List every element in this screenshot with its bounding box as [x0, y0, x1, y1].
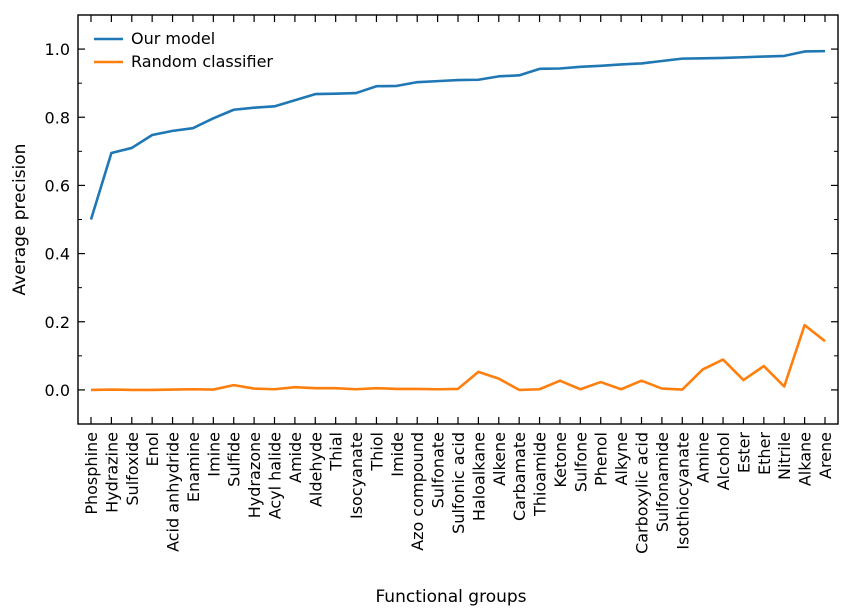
y-tick-label: 0.4: [45, 245, 70, 264]
x-axis-label: Functional groups: [375, 587, 526, 607]
x-tick-label: Phenol: [592, 432, 611, 486]
x-tick-label: Amide: [286, 432, 305, 483]
x-tick-label: Sulfoxide: [123, 432, 142, 506]
plot-frame: [77, 14, 839, 425]
x-tick-label: Sulfonic acid: [449, 432, 468, 534]
series-line-0: [89, 49, 826, 220]
x-tick-label: Hydrazone: [245, 432, 264, 518]
x-tick-label: Thial: [327, 432, 346, 472]
x-tick-label: Sulfonamide: [653, 432, 672, 532]
x-tick-label: Isocyanate: [347, 432, 366, 519]
x-tick-label: Alcohol: [714, 432, 733, 490]
x-tick-label: Enamine: [184, 432, 203, 502]
series-line-1: [90, 323, 826, 392]
x-tick-label: Phosphine: [82, 432, 101, 515]
x-tick-label: Alkyne: [612, 432, 631, 486]
y-tick-label: 0.0: [45, 381, 70, 400]
x-tick-label: Arene: [816, 432, 835, 479]
y-axis-label: Average precision: [10, 144, 30, 296]
x-tick-label: Sulfide: [225, 432, 244, 487]
legend: Our model Random classifier: [94, 29, 273, 71]
x-tick-label: Ketone: [551, 432, 570, 488]
x-tick-label: Haloalkane: [469, 432, 488, 521]
x-tick-label: Alkane: [796, 432, 815, 486]
y-tick-label: 0.2: [45, 313, 70, 332]
x-tick-label: Azo compound: [408, 432, 427, 551]
y-tick-label: 0.8: [45, 108, 70, 127]
x-tick-label: Aldehyde: [306, 432, 325, 507]
x-tick-label: Carboxylic acid: [633, 432, 652, 554]
x-tick-label: Sulfone: [571, 432, 590, 492]
legend-label-random-classifier: Random classifier: [131, 52, 273, 71]
legend-label-our-model: Our model: [131, 29, 215, 48]
x-tick-label: Nitrile: [775, 432, 794, 480]
x-tick-label: Imide: [388, 432, 407, 477]
x-tick-label: Thioamide: [531, 432, 550, 517]
line-layer: [89, 49, 826, 392]
x-tick-label: Alkene: [490, 432, 509, 486]
x-tick-label: Thiol: [367, 432, 386, 472]
x-tick-label: Enol: [143, 432, 162, 466]
x-tick-label: Carbamate: [510, 432, 529, 521]
y-tick-label: 1.0: [45, 40, 70, 59]
x-tick-label: Ester: [734, 432, 753, 474]
y-tick-label: 0.6: [45, 176, 70, 195]
x-tick-label: Amine: [694, 432, 713, 483]
x-tick-label: Acid anhydride: [164, 432, 183, 552]
x-tick-label: Sulfonate: [429, 432, 448, 508]
x-tick-label: Imine: [204, 432, 223, 477]
x-tick-label: Acyl halide: [266, 432, 285, 519]
x-tick-label: Isothiocyanate: [673, 432, 692, 550]
x-tick-label: Hydrazine: [102, 432, 121, 513]
x-tick-label: Ether: [755, 432, 774, 475]
